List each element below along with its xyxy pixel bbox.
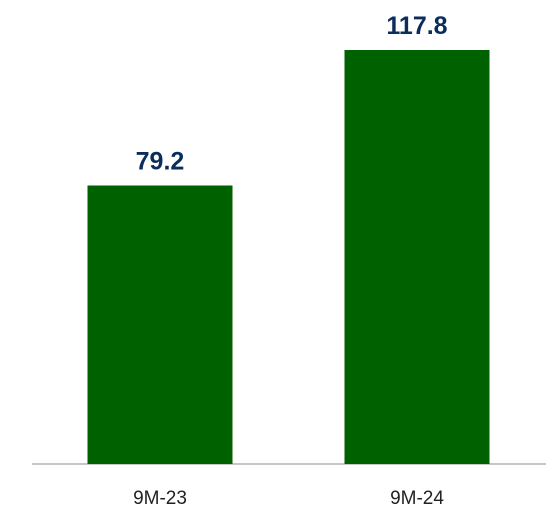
x-tick-label-9m-24: 9M-24: [390, 488, 444, 509]
data-label-group: 79.2 117.8: [136, 12, 448, 176]
bar-group: [87, 50, 490, 464]
data-label-9m-23: 79.2: [136, 148, 185, 176]
bar-9m-24: [344, 50, 490, 464]
data-label-9m-24: 117.8: [386, 12, 447, 40]
x-tick-label-9m-23: 9M-23: [133, 488, 187, 509]
bar-9m-23: [87, 185, 233, 464]
x-tick-label-group: 9M-23 9M-24: [133, 488, 444, 509]
